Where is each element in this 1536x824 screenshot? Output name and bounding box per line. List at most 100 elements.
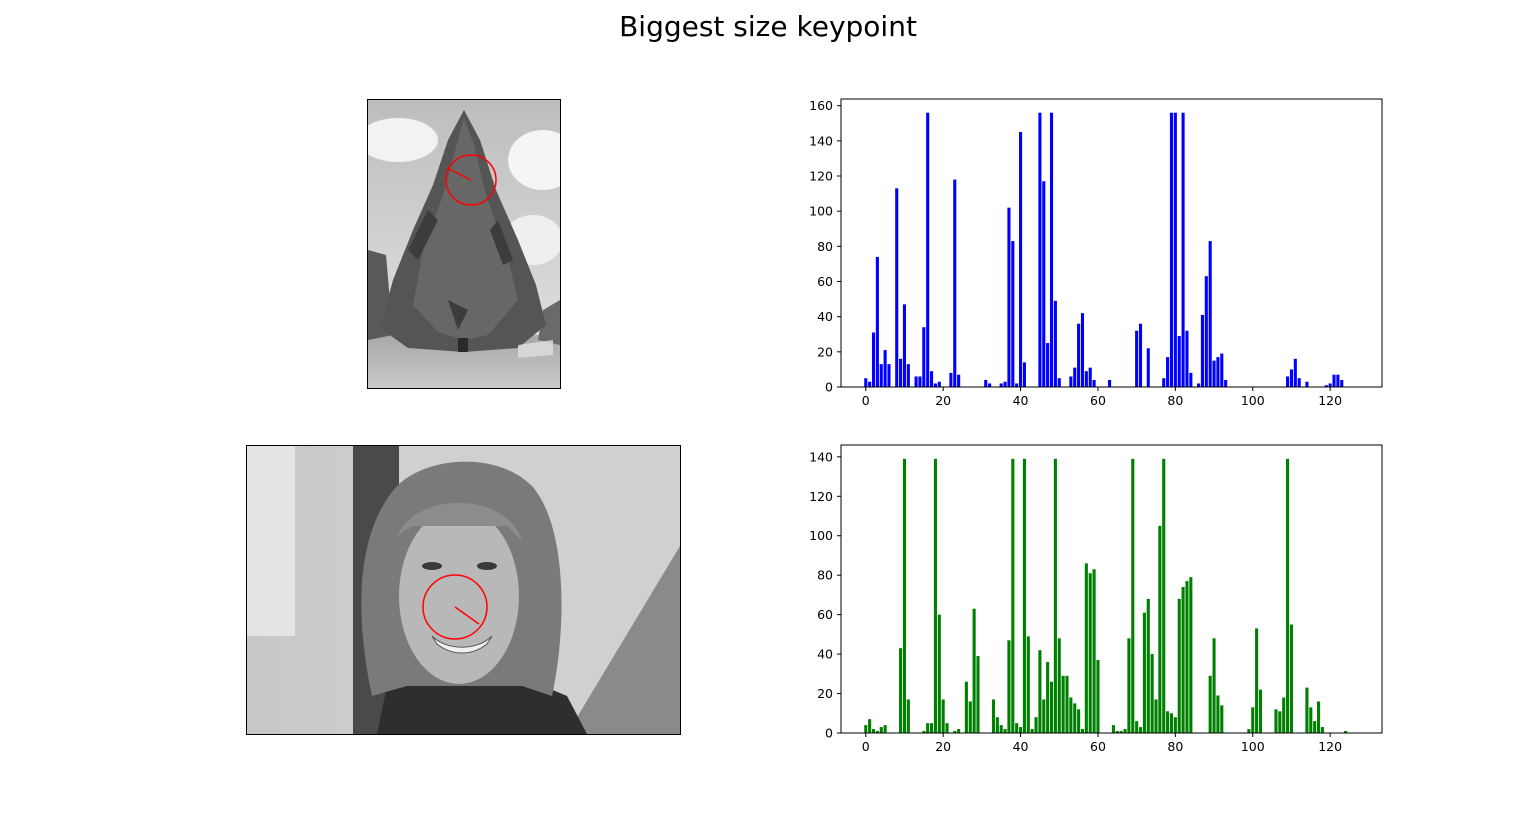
bar	[1092, 379, 1096, 387]
bar	[1007, 640, 1011, 733]
axes-frame	[840, 444, 1383, 734]
bar	[1305, 381, 1309, 387]
bar	[918, 376, 922, 387]
bar	[1073, 367, 1077, 387]
bar	[864, 378, 868, 387]
y-tick-label: 40	[817, 309, 833, 324]
bar	[1146, 598, 1150, 733]
bar	[899, 648, 903, 733]
x-tick-label: 0	[862, 739, 870, 754]
y-tick-label: 120	[809, 489, 833, 504]
bar	[1069, 376, 1073, 387]
bar	[1189, 372, 1193, 387]
bar	[906, 699, 910, 733]
x-tick-label: 40	[1013, 393, 1029, 408]
bar	[1336, 374, 1340, 387]
bar	[868, 719, 872, 733]
bar	[1204, 276, 1208, 387]
bar	[1022, 458, 1026, 733]
y-tick-label: 0	[825, 380, 833, 395]
bar	[1092, 569, 1096, 733]
bar	[1208, 675, 1212, 733]
bar	[1077, 323, 1081, 387]
bar	[1278, 711, 1282, 733]
bar	[1185, 581, 1189, 733]
bar	[1138, 727, 1143, 733]
bar	[976, 656, 980, 733]
bar	[930, 723, 934, 733]
bar	[1088, 367, 1092, 387]
bar	[1173, 112, 1177, 388]
y-tick-label: 80	[817, 239, 833, 254]
bar	[999, 725, 1003, 733]
bar	[1162, 458, 1166, 733]
bar	[999, 383, 1003, 387]
bar	[1220, 705, 1224, 733]
x-tick-label: 100	[1241, 393, 1265, 408]
histogram-face: 0 20 40 60 80 100 120 0 20 40 60 80 100 120 140	[790, 436, 1400, 756]
bar	[1007, 207, 1011, 387]
bar	[1340, 379, 1344, 387]
bar	[1011, 241, 1015, 387]
y-tick-label: 60	[817, 607, 833, 622]
bar	[1166, 357, 1170, 387]
bar	[988, 383, 992, 387]
bar	[926, 723, 930, 733]
y-tick-label: 140	[809, 133, 833, 148]
x-tick-label: 120	[1318, 393, 1342, 408]
bar	[875, 731, 879, 733]
bar	[1084, 563, 1088, 733]
bar	[1127, 638, 1131, 733]
bar	[1026, 636, 1030, 733]
bar	[1324, 385, 1328, 387]
bar	[1293, 358, 1297, 387]
bar	[1154, 699, 1158, 733]
tree-photo	[367, 99, 561, 389]
bar	[902, 458, 907, 733]
bar	[1042, 699, 1046, 733]
bar	[957, 374, 961, 387]
bar	[1282, 697, 1286, 733]
bar	[1305, 687, 1309, 733]
face-photo	[246, 445, 681, 735]
bar	[1189, 577, 1193, 733]
bar	[941, 699, 945, 733]
bar	[1077, 709, 1081, 733]
bar	[1073, 703, 1077, 733]
bar	[899, 358, 903, 387]
bar	[1328, 383, 1332, 387]
x-tick-label: 0	[862, 393, 870, 408]
bar	[879, 364, 883, 387]
bar	[930, 371, 934, 387]
x-tick-label: 60	[1090, 739, 1106, 754]
bar	[1177, 598, 1181, 733]
bar	[1115, 731, 1119, 733]
x-tick-label: 60	[1090, 393, 1106, 408]
y-tick-label: 140	[809, 449, 833, 464]
histogram-face-svg: 0 20 40 60 80 100 120 0 20 40 60 80 100 120 140	[809, 444, 1383, 754]
bar	[879, 727, 883, 733]
bar	[984, 379, 988, 387]
bar	[1080, 729, 1085, 733]
bar	[1034, 717, 1038, 733]
bar	[1038, 650, 1042, 733]
bar	[949, 372, 953, 387]
bar	[1138, 323, 1143, 387]
bar	[1247, 729, 1251, 733]
bar	[964, 681, 968, 733]
figure-title: Biggest size keypoint	[619, 10, 917, 43]
bar	[1173, 717, 1177, 733]
bar	[1049, 681, 1054, 733]
y-tick-label: 40	[817, 647, 833, 662]
y-tick-label: 100	[809, 528, 833, 543]
bar	[1003, 729, 1007, 733]
bar	[1135, 721, 1139, 733]
bar	[1216, 695, 1220, 733]
bar	[1224, 379, 1228, 387]
bar	[968, 701, 972, 733]
bar	[871, 729, 876, 733]
bar	[945, 723, 949, 733]
bar	[957, 729, 961, 733]
bar	[1255, 628, 1259, 733]
bar	[1177, 336, 1181, 387]
